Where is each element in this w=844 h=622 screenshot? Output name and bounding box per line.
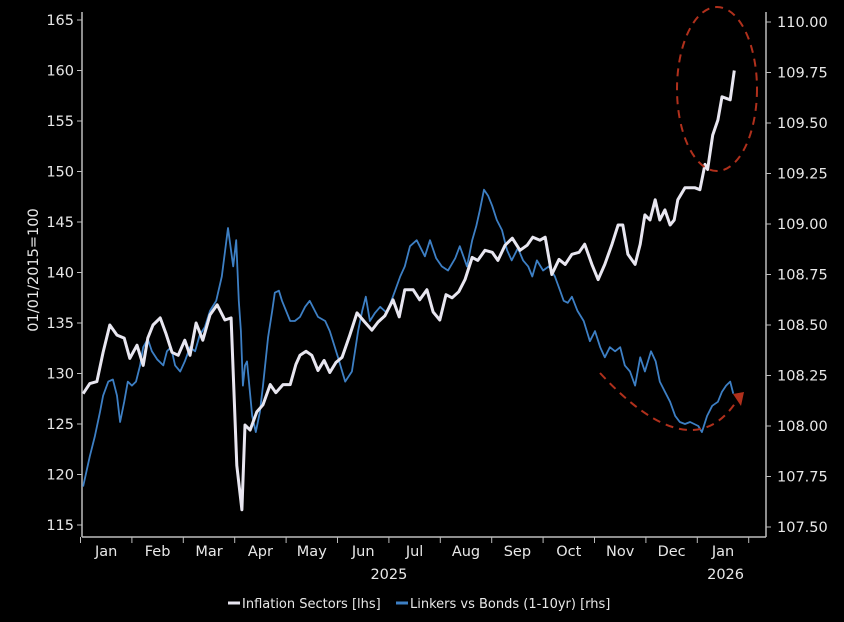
y-left-tick-label: 120	[46, 468, 74, 484]
y-left-tick-label: 115	[46, 518, 74, 534]
series-line-inflation-sectors	[81, 70, 736, 512]
y-right-tick-label: 108.50	[777, 318, 828, 334]
y-right-tick-label: 108.25	[777, 369, 828, 385]
legend: Inflation Sectors [lhs] Linkers vs Bonds…	[228, 597, 610, 612]
x-year-label: 2025	[370, 567, 407, 583]
x-month-label: Mar	[195, 544, 222, 560]
y-right-tick-label: 107.75	[777, 470, 828, 486]
y-axis-left-label: 01/01/2015=100	[26, 208, 42, 331]
y-left-tick-label: 150	[46, 165, 74, 181]
axes: 115 120 125 130 135 140 145 150 155 160 165 107.50 1…	[46, 12, 828, 583]
x-month-label: Jun	[351, 544, 375, 560]
y-left-tick-label: 140	[46, 266, 74, 282]
x-month-label: Apr	[248, 544, 273, 560]
y-right-tick-label: 109.25	[777, 167, 828, 183]
x-month-label: Oct	[556, 544, 581, 560]
x-month-label: Jan	[711, 544, 734, 560]
y-left-tick-label: 125	[46, 417, 74, 433]
x-month-label: Nov	[606, 544, 635, 560]
arrowhead-icon	[733, 392, 744, 406]
y-left-tick-label: 160	[46, 64, 74, 80]
annotations	[599, 6, 758, 431]
highlight-ellipse-annotation	[676, 6, 758, 172]
y-left-tick-label: 165	[46, 13, 74, 29]
x-year-label: 2026	[707, 567, 744, 583]
legend-label-linkers: Linkers vs Bonds (1-10yr) [rhs]	[410, 597, 610, 612]
trend-arrow-annotation	[599, 372, 737, 431]
series-line-linkers-vs-bonds	[82, 188, 735, 487]
x-month-label: May	[297, 544, 327, 560]
y-right-tick-label: 109.50	[777, 116, 828, 132]
y-left-tick-label: 130	[46, 367, 74, 383]
y-right-tick-label: 108.75	[777, 268, 828, 284]
y-right-tick-label: 110.00	[777, 15, 828, 31]
legend-label-inflation: Inflation Sectors [lhs]	[242, 597, 381, 612]
y-left-tick-label: 145	[46, 215, 74, 231]
x-month-label: Jul	[405, 544, 424, 560]
x-month-label: Jan	[94, 544, 117, 560]
x-month-label: Dec	[658, 544, 686, 560]
y-right-tick-label: 109.00	[777, 217, 828, 233]
y-left-tick-label: 155	[46, 114, 74, 130]
series-group	[81, 70, 736, 512]
y-right-tick-label: 108.00	[777, 419, 828, 435]
x-month-label: Aug	[452, 544, 480, 560]
y-right-tick-label: 109.75	[777, 66, 828, 82]
x-month-label: Sep	[504, 544, 531, 560]
x-month-label: Feb	[145, 544, 171, 560]
y-left-tick-label: 135	[46, 316, 74, 332]
y-right-tick-label: 107.50	[777, 520, 828, 536]
